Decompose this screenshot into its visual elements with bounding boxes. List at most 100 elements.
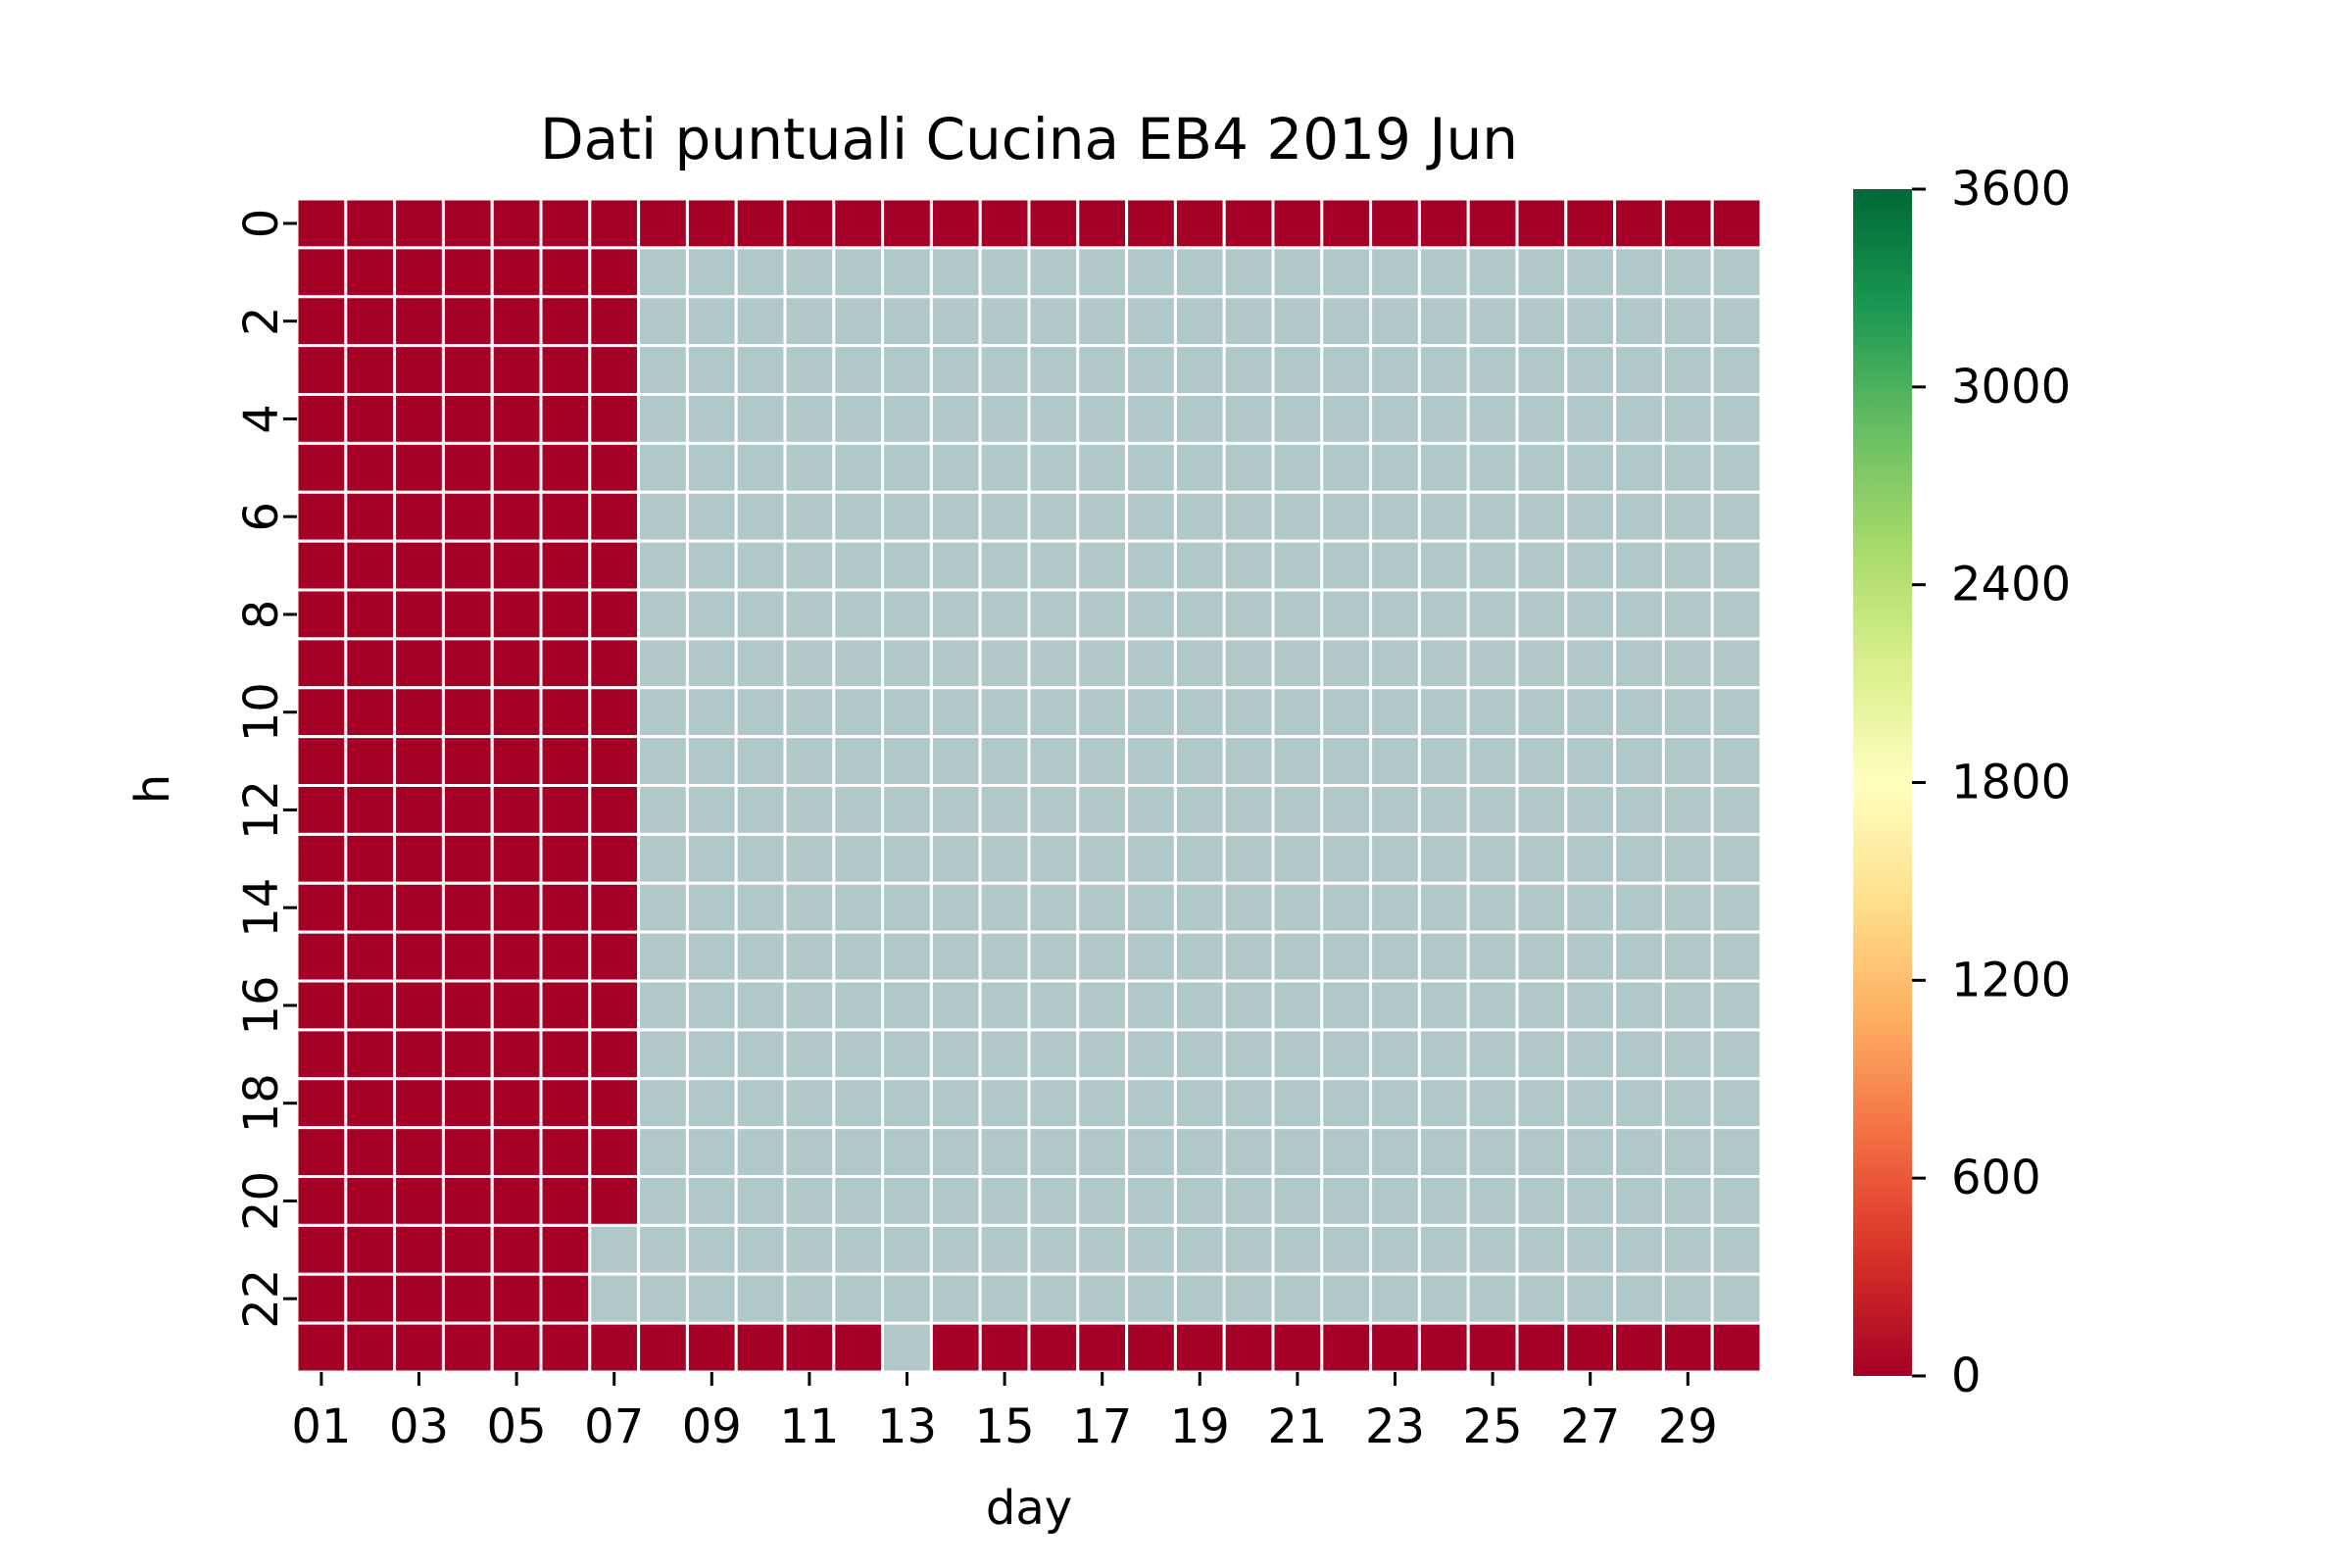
heatmap-cell: [832, 441, 885, 494]
heatmap-cell: [1222, 881, 1275, 934]
heatmap-cell: [1515, 1126, 1568, 1178]
heatmap-cell: [1613, 588, 1665, 641]
heatmap-cell: [1076, 441, 1129, 494]
x-tick-label: 17: [1072, 1399, 1132, 1454]
heatmap-cell: [490, 686, 543, 739]
heatmap-cell: [734, 588, 787, 641]
heatmap-cell: [539, 832, 592, 885]
heatmap-cell: [588, 1126, 641, 1178]
heatmap-cell: [393, 441, 445, 494]
heatmap-cell: [539, 686, 592, 739]
heatmap-cell: [734, 1077, 787, 1130]
heatmap-cell: [1125, 930, 1177, 983]
heatmap-cell: [1369, 1272, 1421, 1325]
x-tick-label: 07: [584, 1399, 644, 1454]
heatmap-cell: [1417, 197, 1470, 250]
heatmap-cell: [783, 197, 836, 250]
y-tick-label: 18: [234, 1073, 289, 1133]
heatmap-cell: [1417, 344, 1470, 396]
heatmap-cell: [1661, 881, 1714, 934]
heatmap-cell: [1271, 1321, 1324, 1374]
heatmap-cell: [393, 1028, 445, 1081]
heatmap-cell: [978, 979, 1031, 1032]
heatmap-cell: [881, 490, 933, 543]
heatmap-cell: [1271, 588, 1324, 641]
heatmap-cell: [1027, 930, 1080, 983]
heatmap-cell: [539, 930, 592, 983]
heatmap-cell: [783, 246, 836, 299]
heatmap-cell: [832, 930, 885, 983]
heatmap-cell: [783, 393, 836, 445]
heatmap-cell: [881, 1028, 933, 1081]
heatmap-cell: [929, 1175, 982, 1227]
heatmap-cell: [393, 246, 445, 299]
heatmap-cell: [1466, 735, 1519, 787]
heatmap-cell: [783, 686, 836, 739]
heatmap-cell: [1222, 1175, 1275, 1227]
colorbar-tick-label: 2400: [1951, 558, 2071, 612]
heatmap-cell: [490, 1321, 543, 1374]
heatmap-cell: [637, 1321, 689, 1374]
heatmap-cell: [685, 1175, 738, 1227]
heatmap-cell: [1710, 832, 1763, 885]
heatmap-cell: [344, 295, 397, 348]
heatmap-cell: [1661, 295, 1714, 348]
heatmap-cell: [1661, 686, 1714, 739]
heatmap-cell: [490, 490, 543, 543]
heatmap-cell: [1417, 735, 1470, 787]
heatmap-cell: [1369, 490, 1421, 543]
heatmap-cell: [734, 881, 787, 934]
heatmap-cell: [344, 637, 397, 690]
heatmap-cell: [1271, 393, 1324, 445]
heatmap-cell: [1369, 539, 1421, 592]
x-tick-label: 29: [1658, 1399, 1718, 1454]
heatmap-cell: [1661, 393, 1714, 445]
heatmap-cell: [1466, 1126, 1519, 1178]
heatmap-cell: [832, 295, 885, 348]
heatmap-cell: [929, 1028, 982, 1081]
heatmap-cell: [490, 1223, 543, 1276]
heatmap-cell: [734, 490, 787, 543]
heatmap-cell: [490, 881, 543, 934]
heatmap-cell: [393, 979, 445, 1032]
heatmap-cell: [295, 1272, 348, 1325]
heatmap-cell: [295, 539, 348, 592]
heatmap-cell: [978, 832, 1031, 885]
heatmap-cell: [1710, 1321, 1763, 1374]
heatmap-cell: [588, 588, 641, 641]
colorbar-tick-label: 3600: [1951, 162, 2071, 217]
heatmap-cell: [637, 1028, 689, 1081]
heatmap-cell: [1466, 1272, 1519, 1325]
heatmap-cell: [929, 393, 982, 445]
heatmap-cell: [1076, 1077, 1129, 1130]
heatmap-cell: [1564, 1321, 1617, 1374]
heatmap-cell: [1222, 930, 1275, 983]
heatmap-cell: [1125, 441, 1177, 494]
heatmap-cell: [734, 832, 787, 885]
heatmap-cell: [1564, 1028, 1617, 1081]
heatmap-cell: [1076, 588, 1129, 641]
heatmap-cell: [1661, 441, 1714, 494]
heatmap-cell: [685, 1223, 738, 1276]
heatmap-cell: [1173, 197, 1226, 250]
heatmap-cell: [1222, 1126, 1275, 1178]
heatmap-cell: [393, 832, 445, 885]
heatmap-cell: [539, 735, 592, 787]
heatmap-cell: [588, 295, 641, 348]
heatmap-cell: [637, 979, 689, 1032]
heatmap-cell: [1515, 246, 1568, 299]
heatmap-cell: [1320, 393, 1373, 445]
heatmap-cell: [881, 686, 933, 739]
heatmap-cell: [734, 539, 787, 592]
heatmap-cell: [1466, 881, 1519, 934]
heatmap-cell: [295, 1321, 348, 1374]
heatmap-cell: [344, 784, 397, 836]
heatmap-cell: [734, 784, 787, 836]
heatmap-cell: [881, 1321, 933, 1374]
heatmap-cell: [295, 1077, 348, 1130]
heatmap-cell: [588, 1077, 641, 1130]
heatmap-cell: [1076, 1028, 1129, 1081]
heatmap-cell: [1027, 539, 1080, 592]
heatmap-cell: [978, 393, 1031, 445]
heatmap-cell: [685, 1272, 738, 1325]
